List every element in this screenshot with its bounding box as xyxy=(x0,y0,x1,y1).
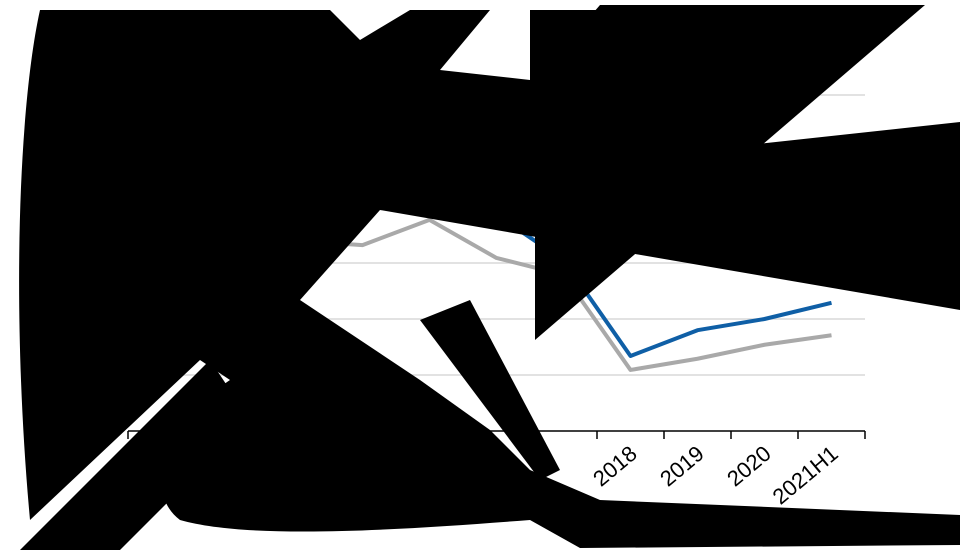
black-shape xyxy=(535,5,925,340)
x-tick-label: 2021H1 xyxy=(768,441,843,510)
black-shape xyxy=(19,10,960,548)
x-tick-label: 2018 xyxy=(588,441,642,492)
occlusion xyxy=(19,5,960,550)
x-tick-label: 2020 xyxy=(722,441,776,492)
black-shape xyxy=(420,300,560,480)
x-tick-label: 2019 xyxy=(655,441,709,492)
black-shape xyxy=(20,360,250,550)
